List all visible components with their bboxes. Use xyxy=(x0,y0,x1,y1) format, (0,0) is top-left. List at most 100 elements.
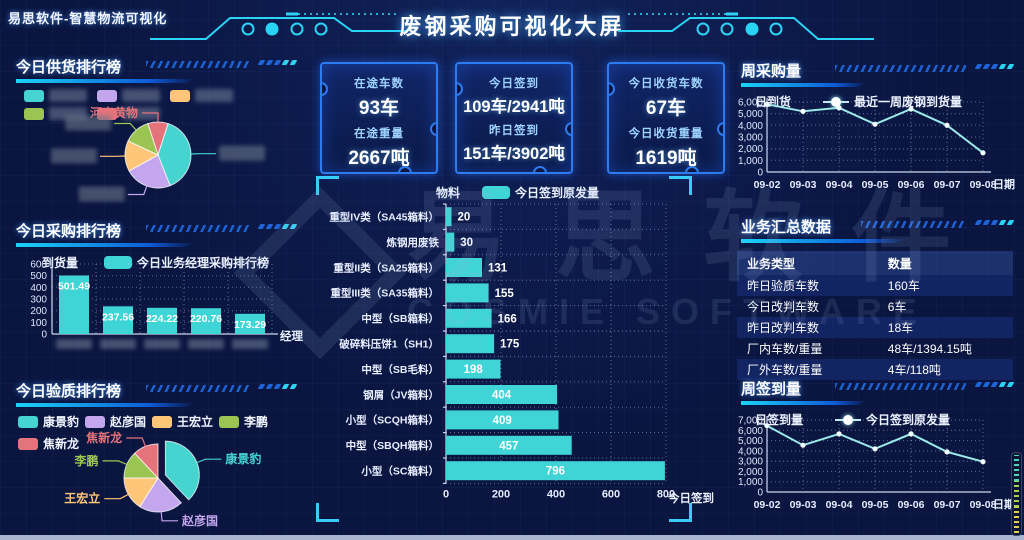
corner-bracket xyxy=(669,176,692,195)
supply-pie-chart: 河南黄物 xyxy=(8,104,304,216)
legend-item[interactable] xyxy=(97,89,160,102)
y-tick-label: 600 xyxy=(30,260,47,271)
edge-indicator-widget[interactable] xyxy=(1011,452,1022,536)
bar[interactable] xyxy=(446,232,455,252)
x-tick-label: 09-02 xyxy=(754,179,781,191)
category-label: 中型（SBQH箱料） xyxy=(346,439,439,452)
bar[interactable] xyxy=(446,283,489,303)
bar[interactable] xyxy=(446,385,558,404)
legend-item[interactable] xyxy=(170,89,233,102)
bar-value-label: 166 xyxy=(498,313,517,325)
y-tick-label: 4,000 xyxy=(738,121,763,132)
data-point[interactable] xyxy=(908,431,914,437)
corner-bracket xyxy=(316,176,339,195)
y-tick-label: 5,000 xyxy=(738,436,763,447)
pie-slice[interactable] xyxy=(157,122,192,187)
data-point[interactable] xyxy=(872,121,878,127)
data-point[interactable] xyxy=(872,446,878,452)
panel-title-text: 周采购量 xyxy=(741,63,802,80)
panel-week-signin: 周签到量 日签到量 今日签到原发量 0 1,000 2,000 3,000 4,000 5… xyxy=(733,376,1021,534)
bar[interactable] xyxy=(446,308,492,328)
data-point[interactable] xyxy=(944,449,950,455)
data-point[interactable] xyxy=(980,459,986,465)
legend-swatch xyxy=(85,415,106,428)
title-dots-decor xyxy=(257,224,298,229)
y-tick-label: 0 xyxy=(41,330,47,341)
category-label: 破碎料压饼1（SH1） xyxy=(339,338,439,351)
bar-value-label: 796 xyxy=(546,466,565,478)
panel-week-purchase-title: 周采购量 xyxy=(733,58,1021,87)
pie-slice[interactable] xyxy=(164,440,200,501)
data-point[interactable] xyxy=(944,122,950,128)
legend-item[interactable]: 赵彦国 xyxy=(85,413,146,430)
y-tick-label: 6,000 xyxy=(738,426,763,437)
week-purchase-legend[interactable]: 最近一周废钢到货量 xyxy=(823,93,962,110)
bar[interactable] xyxy=(446,258,482,277)
redacted-x-label xyxy=(144,339,180,349)
panel-title-text: 今日供货排行榜 xyxy=(16,59,122,76)
bar[interactable] xyxy=(446,334,495,354)
legend-item[interactable]: 康景豹 xyxy=(18,413,79,430)
title-underline xyxy=(16,243,196,247)
redacted-legend-label xyxy=(49,89,87,102)
pie-label: 赵彦国 xyxy=(181,513,218,528)
y-tick-label: 300 xyxy=(30,295,47,306)
data-point[interactable] xyxy=(800,108,806,114)
bar[interactable] xyxy=(446,410,559,430)
bar[interactable] xyxy=(147,307,177,334)
pie-label: 康景豹 xyxy=(225,451,261,466)
category-label: 钢屑（JV箱料） xyxy=(363,388,439,401)
bar[interactable] xyxy=(446,461,665,481)
data-point[interactable] xyxy=(980,150,986,156)
cell-business-type: 厂外车数/重量 xyxy=(747,363,823,377)
data-point[interactable] xyxy=(764,423,770,429)
title-underline xyxy=(741,83,867,87)
title-underline xyxy=(741,401,867,405)
x-tick-label: 09-05 xyxy=(862,179,889,191)
material-legend-item[interactable]: 今日签到原发量 xyxy=(482,184,599,201)
redacted-pie-label xyxy=(65,115,112,131)
title-dots-decor xyxy=(974,220,1015,225)
bar[interactable] xyxy=(446,207,452,227)
legend-item[interactable] xyxy=(24,89,87,102)
week-signin-legend[interactable]: 今日签到原发量 xyxy=(835,411,950,428)
bar-value-label: 220.76 xyxy=(190,313,222,325)
bar[interactable] xyxy=(235,313,265,334)
legend-item[interactable]: 王宏立 xyxy=(152,413,213,430)
purchase-legend-item[interactable]: 今日业务经理采购排行榜 xyxy=(104,254,269,271)
redacted-legend-label xyxy=(195,89,233,102)
panel-title-text: 业务汇总数据 xyxy=(741,219,832,236)
pie-label-leader xyxy=(104,493,129,500)
y-tick-label: 4,000 xyxy=(738,446,763,457)
card-notch xyxy=(322,82,328,96)
card-notch xyxy=(609,82,615,96)
panel-week-signin-title: 周签到量 xyxy=(733,376,1021,405)
title-hatch-decor xyxy=(146,61,249,68)
bar[interactable] xyxy=(446,435,572,455)
cell-count: 6车 xyxy=(887,300,907,314)
panel-title-text: 今日验质排行榜 xyxy=(16,383,122,400)
x-tick-label: 09-05 xyxy=(862,499,889,511)
legend-item[interactable]: 焦新龙 xyxy=(18,435,79,452)
data-point[interactable] xyxy=(836,431,842,437)
x-tick-label: 09-08 xyxy=(970,179,997,191)
week-purchase-header: 日到货 最近一周废钢到货量 xyxy=(755,93,1021,110)
bar[interactable] xyxy=(446,359,501,379)
x-tick-label: 200 xyxy=(492,488,510,500)
cell-count: 18车 xyxy=(887,321,914,335)
bar-value-label: 501.49 xyxy=(58,281,90,293)
bar[interactable] xyxy=(191,308,221,334)
purchase-bar-chart: 0 100 200 300 400 500 600 501.49 237.56 224.22 220… xyxy=(8,258,304,374)
data-point[interactable] xyxy=(836,105,842,111)
bar-value-label: 409 xyxy=(493,415,512,427)
data-point[interactable] xyxy=(908,106,914,112)
cell-count: 48车/1394.15吨 xyxy=(887,342,972,356)
bar[interactable] xyxy=(59,275,89,335)
data-point[interactable] xyxy=(764,101,770,107)
legend-item[interactable]: 李鹏 xyxy=(219,413,268,430)
panel-title-text: 周签到量 xyxy=(741,381,802,398)
title-hatch-decor xyxy=(146,225,249,232)
bar[interactable] xyxy=(103,306,133,334)
bar-value-label: 175 xyxy=(500,339,520,351)
data-point[interactable] xyxy=(800,442,806,448)
